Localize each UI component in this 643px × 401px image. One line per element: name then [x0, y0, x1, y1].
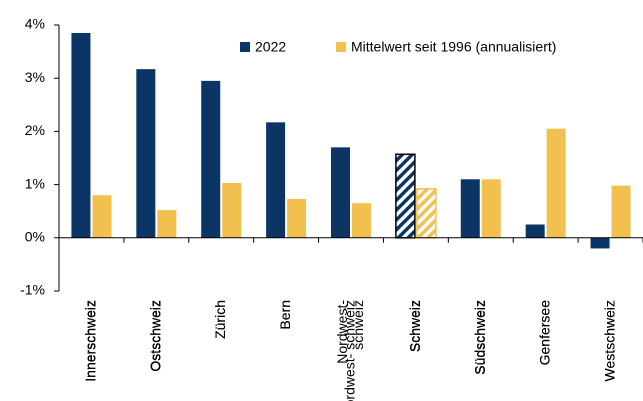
bar	[201, 80, 221, 238]
bar	[136, 69, 156, 238]
y-tick-label: 1%	[25, 175, 45, 191]
bar	[92, 195, 112, 238]
bar	[157, 210, 177, 238]
legend-swatch	[336, 42, 346, 52]
x-tick-label: SchweizSchweiz	[407, 300, 423, 352]
x-tick-label: BernBern	[277, 300, 293, 330]
x-tick-label: Nordwest- schweizNordwest-schweiz	[334, 300, 366, 401]
x-tick-label: GenferseeGenfersee	[536, 300, 552, 366]
legend-swatch	[240, 42, 250, 52]
bar	[71, 32, 91, 238]
bar	[416, 188, 437, 239]
bar	[525, 224, 545, 238]
y-tick-label: -1%	[20, 282, 45, 298]
bar	[546, 128, 566, 238]
bar	[266, 122, 286, 238]
x-tick-label: ZürichZürich	[212, 300, 228, 339]
bar	[460, 179, 480, 238]
x-tick-label: WestschweizWestschweiz	[601, 300, 617, 381]
x-tick-label: SüdschweizSüdschweiz	[471, 300, 487, 375]
legend-label: 2022	[255, 39, 286, 55]
bar	[611, 185, 631, 238]
y-tick-label: 4%	[25, 16, 45, 32]
bar	[395, 153, 416, 239]
bar	[481, 179, 501, 238]
y-tick-label: 0%	[25, 229, 45, 245]
y-tick-label: 3%	[25, 69, 45, 85]
bar	[222, 183, 242, 238]
x-tick-label: OstschweizOstschweiz	[147, 300, 163, 372]
legend-label: Mittelwert seit 1996 (annualisiert)	[351, 39, 556, 55]
bar	[287, 198, 307, 238]
y-tick-label: 2%	[25, 122, 45, 138]
bar	[590, 237, 610, 249]
x-tick-label: InnerschweizInnerschweiz	[82, 300, 98, 382]
bar	[331, 147, 350, 238]
bar	[352, 203, 371, 238]
